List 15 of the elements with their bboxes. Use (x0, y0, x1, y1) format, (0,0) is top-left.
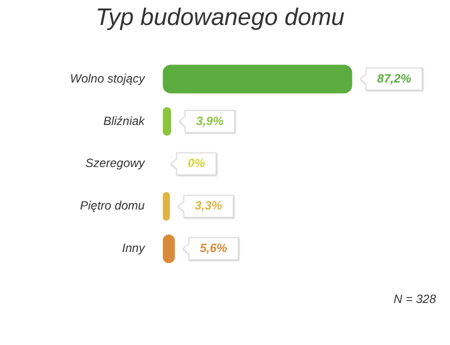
y-tick-label: Wolno stojący (70, 71, 146, 86)
data-label: 3,3% (194, 198, 223, 213)
bar (162, 64, 352, 94)
data-label: 87,2% (377, 71, 412, 86)
data-label: 0% (188, 156, 206, 170)
y-tick-label: Bliźniak (103, 114, 146, 128)
data-label: 5,6% (200, 241, 228, 256)
y-tick-label: Piętro domu (80, 198, 146, 213)
bar (162, 107, 172, 136)
bar (162, 192, 170, 221)
chart-title: Typ budowanego domu (95, 4, 345, 32)
text: N = 328 (394, 292, 436, 306)
y-tick-label: Szeregowy (85, 156, 146, 170)
data-label: 3,9% (196, 114, 224, 128)
y-tick-label: Inny (122, 241, 146, 256)
